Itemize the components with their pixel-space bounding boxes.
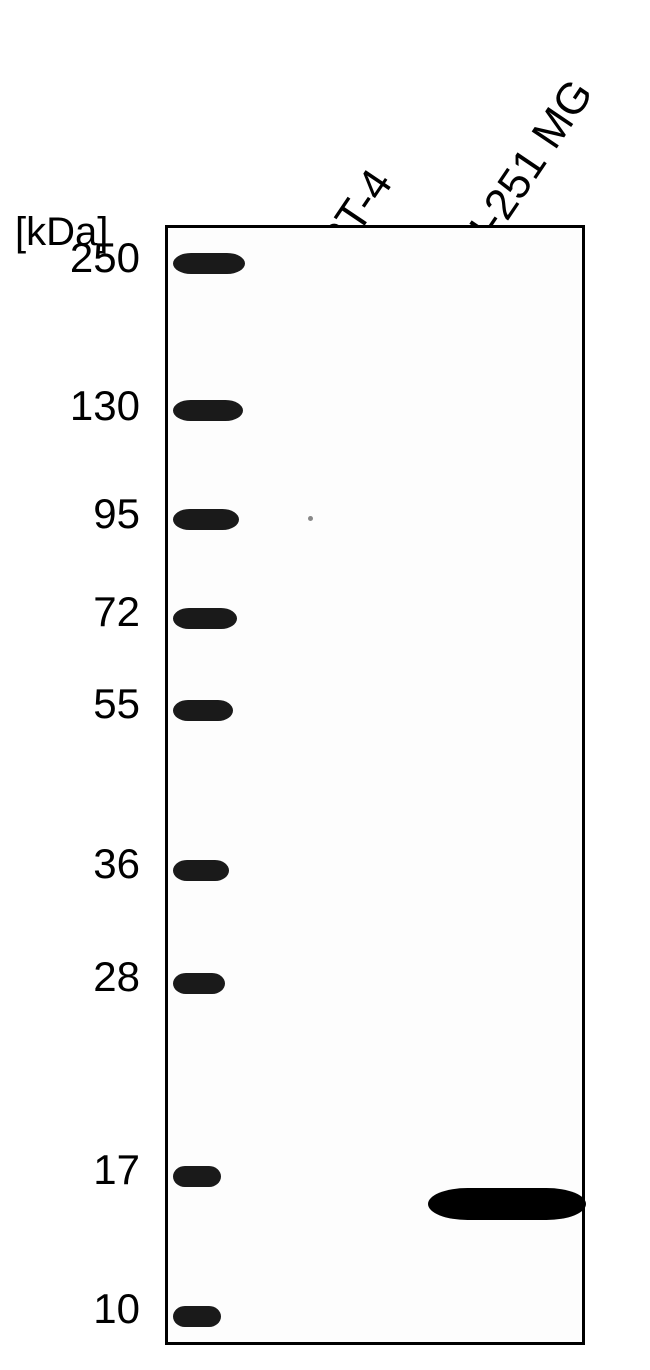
marker-band-10 bbox=[173, 1306, 221, 1327]
marker-band-55 bbox=[173, 700, 233, 721]
artifact-dot bbox=[308, 516, 313, 521]
marker-band-250 bbox=[173, 253, 245, 274]
mw-label-250: 250 bbox=[40, 234, 140, 282]
marker-band-72 bbox=[173, 608, 237, 629]
mw-label-95: 95 bbox=[40, 490, 140, 538]
mw-label-36: 36 bbox=[40, 840, 140, 888]
mw-label-10: 10 bbox=[40, 1285, 140, 1333]
western-blot-figure: [kDa] 250 130 95 72 55 36 28 17 10 RT-4 … bbox=[0, 0, 650, 1370]
mw-label-28: 28 bbox=[40, 953, 140, 1001]
marker-band-28 bbox=[173, 973, 225, 994]
sample-band-u251mg bbox=[428, 1188, 586, 1220]
mw-label-17: 17 bbox=[40, 1146, 140, 1194]
mw-label-72: 72 bbox=[40, 588, 140, 636]
marker-band-36 bbox=[173, 860, 229, 881]
mw-label-55: 55 bbox=[40, 680, 140, 728]
mw-label-130: 130 bbox=[40, 382, 140, 430]
marker-band-95 bbox=[173, 509, 239, 530]
blot-membrane bbox=[165, 225, 585, 1345]
marker-band-17 bbox=[173, 1166, 221, 1187]
marker-band-130 bbox=[173, 400, 243, 421]
